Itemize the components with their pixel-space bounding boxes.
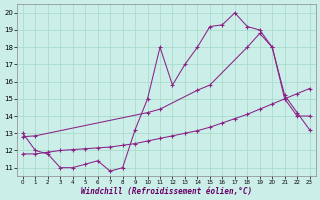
X-axis label: Windchill (Refroidissement éolien,°C): Windchill (Refroidissement éolien,°C) (81, 187, 252, 196)
